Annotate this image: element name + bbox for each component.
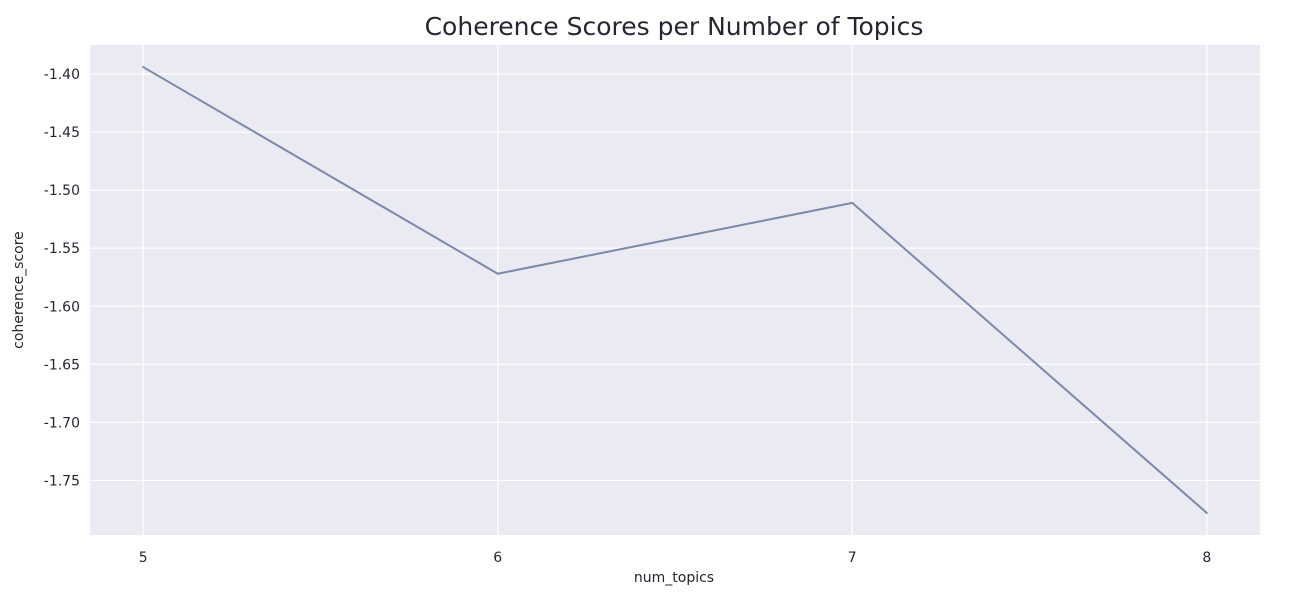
x-axis-label: num_topics <box>634 570 714 586</box>
y-tick-label: -1.50 <box>44 183 80 199</box>
y-tick-label: -1.65 <box>44 357 80 373</box>
x-tick-label: 6 <box>493 550 502 566</box>
y-tick-label: -1.70 <box>44 415 80 431</box>
data-point <box>851 201 854 204</box>
data-point <box>1205 511 1208 514</box>
series-layer <box>142 66 1208 514</box>
y-axis-label: coherence_score <box>11 231 27 349</box>
y-tick-label: -1.45 <box>44 125 80 141</box>
y-tick-label: -1.75 <box>44 473 80 489</box>
chart-title: Coherence Scores per Number of Topics <box>425 12 924 41</box>
y-tick-label: -1.60 <box>44 299 80 315</box>
grid-lines <box>90 45 1260 535</box>
data-point <box>496 272 499 275</box>
x-tick-label: 8 <box>1202 550 1211 566</box>
x-tick-label: 5 <box>139 550 148 566</box>
y-tick-label: -1.40 <box>44 67 80 83</box>
y-axis-ticks: -1.40 -1.45 -1.50 -1.55 -1.60 -1.65 -1.70 -1.75 <box>44 67 80 489</box>
plot-area <box>90 45 1260 535</box>
series-line-0 <box>142 66 1208 514</box>
x-axis-ticks: 5 6 7 8 <box>139 550 1212 566</box>
data-point <box>142 66 145 69</box>
y-tick-label: -1.55 <box>44 241 80 257</box>
x-tick-label: 7 <box>848 550 857 566</box>
